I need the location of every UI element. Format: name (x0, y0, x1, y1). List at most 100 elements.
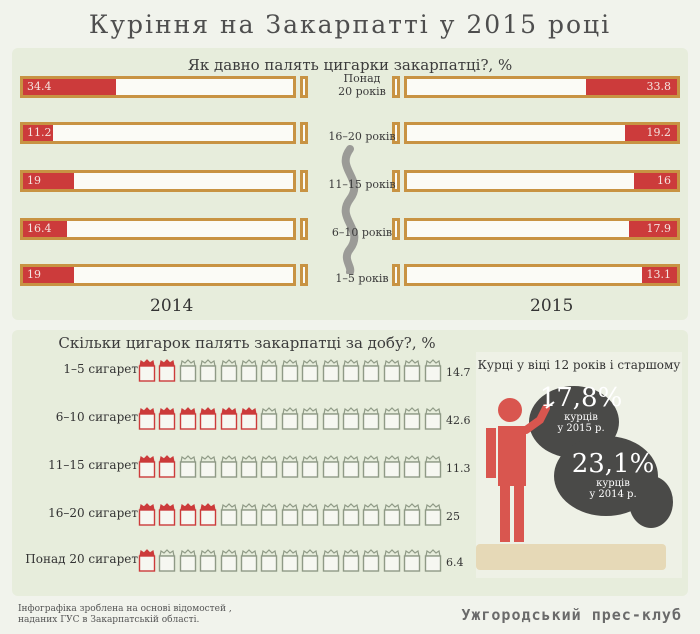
cigarette-pack-icon (403, 407, 421, 430)
cigarette-pack-icon (342, 359, 360, 382)
cigarette-pack-icon (363, 549, 380, 572)
cigarette-pack-icon (424, 407, 441, 430)
cigarette-pack-icon (403, 549, 421, 572)
cigarette-pack-icon (199, 455, 217, 478)
cigarette-pack-icon (281, 407, 298, 430)
cigarette-pack-filled-icon (138, 455, 156, 478)
bar-2014-fill-2 (23, 173, 75, 189)
bar-2014-cap-3 (300, 218, 308, 240)
duration-chart-title: Як давно палять цигарки закарпатці?, % (187, 56, 513, 74)
cig-row-label-0: 1–5 сигарет (63, 362, 138, 376)
cigarette-pack-icon (322, 359, 339, 382)
cigarette-pack-icon (301, 549, 319, 572)
cigarette-pack-icon (179, 455, 196, 478)
page-title: Куріння на Закарпатті у 2015 році (88, 10, 612, 39)
bar-2014-2: 19 (20, 170, 296, 192)
cigarette-pack-icon (281, 359, 298, 382)
bar-2015-fill-1 (625, 125, 677, 141)
cigarette-pack-filled-icon (159, 359, 176, 382)
cigarette-pack-icon (261, 549, 278, 572)
bar-2015-cap-1 (392, 122, 400, 144)
cigarette-pack-icon (220, 503, 237, 526)
cigarettes-chart-title: Скільки цигарок палять закарпатці за доб… (58, 334, 436, 352)
cigarette-pack-filled-icon (220, 407, 237, 430)
stat-2015: 17,8% курців у 2015 р. (536, 384, 626, 434)
bar-2015-fill-3 (628, 221, 677, 237)
cigarette-pack-icon (301, 359, 319, 382)
cigarette-pack-icon (342, 503, 360, 526)
cigarette-pack-icon (220, 359, 237, 382)
bar-2015-value-1: 19.2 (646, 126, 672, 139)
bar-2015-cap-2 (392, 170, 400, 192)
stat-2015-line2: у 2015 р. (557, 423, 605, 434)
smoke-icon (341, 145, 359, 274)
bar-2014-fill-1 (23, 125, 54, 141)
bar-2014-cap-1 (300, 122, 308, 144)
cigarette-pack-icon (363, 359, 380, 382)
bar-2015-0: 33.8 (404, 76, 680, 98)
smokers-panel: Курці у віці 12 років і старшому 17,8% к… (476, 352, 682, 578)
source-note-line2: наданих ГУС в Закарпатській області. (18, 615, 200, 625)
cigarette-pack-icon (179, 549, 196, 572)
smoker-figure-icon (486, 398, 555, 542)
cigarette-pack-icon (322, 549, 339, 572)
age-label-1: 16–20 років (328, 130, 396, 143)
smokers-title: Курці у віці 12 років і старшому (477, 358, 681, 372)
bar-2015-4: 13.1 (404, 264, 680, 286)
cigarette-pack-icon (281, 549, 298, 572)
cigarette-pack-icon (240, 359, 258, 382)
cigarette-pack-icon (383, 407, 400, 430)
bar-2014-3: 16.4 (20, 218, 296, 240)
bar-2015-fill-2 (633, 173, 677, 189)
bar-2014-cap-0 (300, 76, 308, 98)
brand-label: Ужгородський прес-клуб (461, 606, 682, 624)
cigarette-pack-icon (424, 503, 441, 526)
cig-row-value-1: 42.6 (446, 414, 471, 427)
cig-row-label-2: 11–15 сигарет (48, 458, 138, 472)
bar-2014-value-4: 19 (27, 268, 41, 281)
bar-2015-value-4: 13.1 (646, 268, 672, 281)
cigarette-pack-icon (281, 455, 298, 478)
bar-2015-3: 17.9 (404, 218, 680, 240)
cig-row-value-0: 14.7 (446, 366, 471, 379)
stat-2015-line1: курців (564, 412, 598, 423)
cigarette-pack-icon (424, 455, 441, 478)
bar-2015-fill-4 (641, 267, 677, 283)
cigarette-pack-icon (342, 455, 360, 478)
cigarette-pack-icon (424, 549, 441, 572)
age-label-2: 11–15 років (328, 178, 396, 191)
cigarette-pack-icon (342, 549, 360, 572)
cigarette-pack-icon (199, 549, 217, 572)
cigarette-pack-icon (363, 455, 380, 478)
cigarette-pack-icon (322, 455, 339, 478)
cigarette-pack-icon (322, 503, 339, 526)
age-label-3: 6–10 років (331, 226, 393, 239)
age-label-0: Понад 20 років (338, 72, 386, 98)
cigarette-pack-icon (342, 407, 360, 430)
cigarette-pack-icon (403, 359, 421, 382)
cigarette-pack-icon (220, 549, 237, 572)
cigarette-pack-icon (281, 503, 298, 526)
bar-2014-cap-2 (300, 170, 308, 192)
duration-panel: Як давно палять цигарки закарпатці?, % 3… (12, 48, 688, 320)
bar-2014-value-0: 34.4 (27, 80, 52, 93)
cloud-shape-4 (629, 476, 673, 528)
cloud-shape-2 (532, 396, 576, 432)
cigarette-pack-icon (383, 359, 400, 382)
age-label-4: 1–5 років (335, 272, 389, 285)
bar-2014-1: 11.2 (20, 122, 296, 144)
cigarette-pack-icon (301, 503, 319, 526)
cigarette-pack-filled-icon (199, 503, 217, 526)
cigarette-pack-icon (301, 455, 319, 478)
cigarette-pack-filled-icon (138, 503, 156, 526)
cigarette-pack-icon (383, 549, 400, 572)
cigarette-pack-icon (363, 503, 380, 526)
bar-2014-value-2: 19 (27, 174, 41, 187)
cigarette-pack-icon (322, 407, 339, 430)
cigarette-pack-icon (261, 407, 278, 430)
cigarette-pack-icon (261, 503, 278, 526)
cigarette-pack-filled-icon (138, 359, 156, 382)
cigarette-pack-icon (179, 359, 196, 382)
cigarette-pack-filled-icon (138, 549, 156, 572)
cigarette-pack-icon (363, 407, 380, 430)
